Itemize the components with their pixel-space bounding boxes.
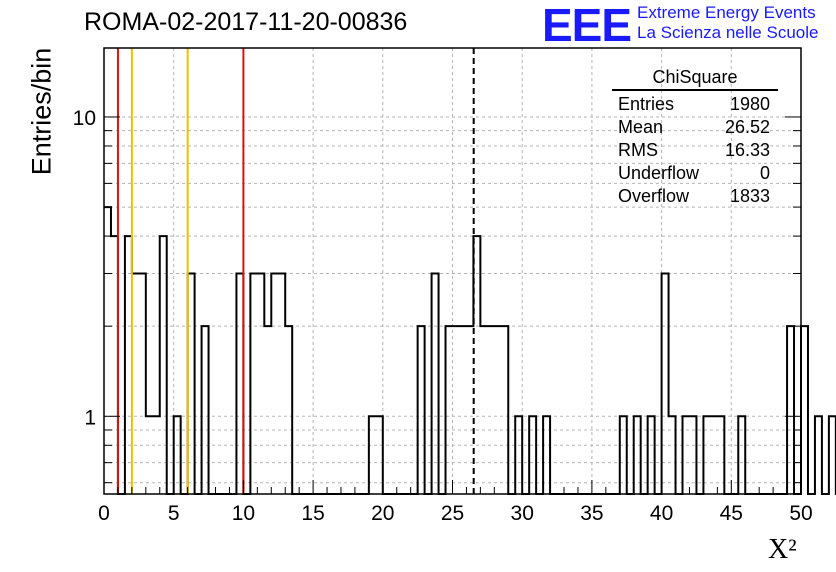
histogram-bin (146, 416, 153, 494)
histogram-bin (271, 273, 278, 494)
histogram-bin (487, 326, 494, 494)
histogram-bin (278, 273, 285, 494)
histogram-bin (738, 416, 745, 494)
x-tick-label: 0 (98, 502, 110, 525)
histogram-bin (669, 416, 676, 494)
histogram-bin (104, 207, 111, 494)
histogram-bin (801, 326, 808, 494)
histogram-bin (703, 416, 710, 494)
run-title: ROMA-02-2017-11-20-00836 (84, 8, 408, 36)
logo-line-2: La Scienza nelle Scuole (637, 23, 819, 42)
histogram-bin (634, 416, 641, 494)
histogram-bin (236, 273, 243, 494)
stats-row: Mean 26.52 (612, 116, 778, 139)
histogram-bin (494, 326, 501, 494)
histogram-bin (829, 416, 836, 494)
histogram-bin (188, 273, 195, 494)
histogram-bin (529, 416, 536, 494)
histogram-bin (285, 326, 292, 494)
histogram-bin (139, 273, 146, 494)
histogram-bin (250, 273, 257, 494)
histogram-bin (376, 416, 383, 494)
histogram-bin (125, 236, 132, 494)
x-tick-label: 50 (789, 502, 812, 525)
x-tick-label: 35 (580, 502, 603, 525)
axes: 0 5 10 15 20 25 30 35 40 45 50 1 10 (73, 47, 813, 525)
histogram-bin (717, 416, 724, 494)
x-tick-label: 5 (168, 502, 180, 525)
histogram-bin (480, 326, 487, 494)
histogram-bin (257, 273, 264, 494)
histogram-bin (473, 236, 480, 494)
histogram-bin (515, 416, 522, 494)
x-tick-label: 20 (371, 502, 394, 525)
x-tick-label: 40 (650, 502, 673, 525)
reference-lines (116, 48, 475, 494)
histogram-bin (543, 416, 550, 494)
histogram-bin (662, 273, 669, 494)
stats-label: RMS (618, 140, 658, 160)
histogram-bin (683, 416, 690, 494)
histogram-bin (453, 326, 460, 494)
histogram-bin (418, 326, 425, 494)
x-tick-label: 25 (441, 502, 464, 525)
histogram-bin (174, 416, 181, 494)
stats-label: Entries (618, 94, 675, 114)
histogram-bin (459, 326, 466, 494)
y-tick-label: 10 (73, 107, 96, 130)
logo-line-1: Extreme Energy Events (637, 3, 816, 22)
histogram-bin (264, 326, 271, 494)
stats-row: Entries 1980 (612, 93, 778, 116)
stats-label: Underflow (618, 163, 700, 183)
histogram-bin (153, 416, 160, 494)
histogram-bin (202, 326, 209, 494)
y-tick-label: 1 (84, 406, 96, 429)
stats-value: 1980 (729, 94, 770, 114)
histogram-bin (466, 326, 473, 494)
stats-label: Mean (618, 117, 664, 137)
stats-row: Overflow 1833 (612, 185, 778, 208)
histogram-bin (815, 416, 822, 494)
x-tick-label: 30 (511, 502, 534, 525)
x-axis-label: X² (768, 534, 797, 565)
x-tick-label: 15 (301, 502, 324, 525)
histogram-outline (104, 206, 836, 495)
histogram-bin (501, 326, 508, 494)
stats-box: ChiSquare Entries 1980 Mean 26.52 RMS 16… (612, 67, 778, 208)
histogram (104, 206, 836, 495)
stats-value: 0 (759, 163, 770, 183)
histogram-bin (446, 326, 453, 494)
stats-value: 1833 (729, 186, 770, 206)
histogram-bin (787, 326, 794, 494)
histogram-bin (689, 416, 696, 494)
x-tick-label: 10 (232, 502, 255, 525)
stats-value: 16.33 (724, 140, 770, 160)
stats-row: RMS 16.33 (612, 139, 778, 162)
histogram-bin (111, 236, 118, 494)
x-tick-label: 45 (720, 502, 743, 525)
y-axis-label: Entries/bin (26, 47, 57, 176)
stats-label: Overflow (618, 186, 690, 206)
histogram-bin (369, 416, 376, 494)
stats-row: Underflow 0 (612, 162, 778, 185)
histogram-bin (648, 416, 655, 494)
histogram-bin (710, 416, 717, 494)
histogram-bin (160, 236, 167, 494)
stats-value: 26.52 (724, 117, 770, 137)
histogram-bin (132, 273, 139, 494)
histogram-bin (432, 273, 439, 494)
stats-title: ChiSquare (612, 67, 778, 91)
eee-logo: EEE (542, 0, 632, 51)
histogram-bin (620, 416, 627, 494)
